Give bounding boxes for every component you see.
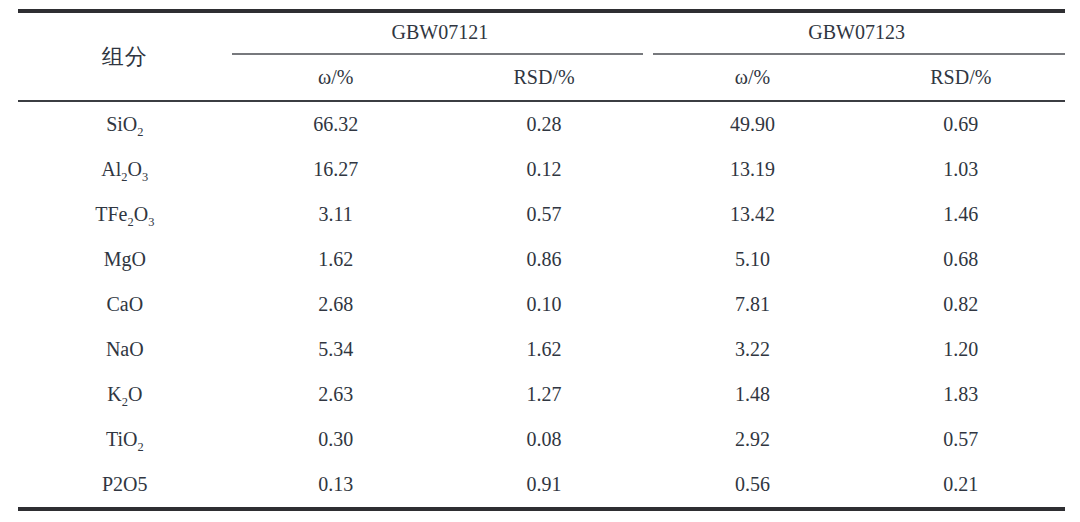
- value-cell: 1.46: [857, 192, 1065, 237]
- value-cell: 5.10: [648, 237, 856, 282]
- header-row-groups: 组分 GBW07121 GBW07123: [18, 11, 1065, 55]
- subheader-omega-1: ω/%: [232, 55, 440, 101]
- group-header-gbw07121: GBW07121: [232, 11, 649, 55]
- value-cell: 3.11: [232, 192, 440, 237]
- value-cell: 0.57: [440, 192, 648, 237]
- value-cell: 2.92: [648, 417, 856, 462]
- component-cell: MgO: [18, 237, 232, 282]
- value-cell: 0.68: [857, 237, 1065, 282]
- value-cell: 16.27: [232, 147, 440, 192]
- value-cell: 13.42: [648, 192, 856, 237]
- value-cell: 3.22: [648, 327, 856, 372]
- group-header-gbw07123-label: GBW07123: [648, 21, 1065, 48]
- component-cell: TFe2O3: [18, 192, 232, 237]
- subheader-omega-2: ω/%: [648, 55, 856, 101]
- value-cell: 0.86: [440, 237, 648, 282]
- table-row: P2O50.130.910.560.21: [18, 462, 1065, 509]
- value-cell: 0.10: [440, 282, 648, 327]
- value-cell: 0.56: [648, 462, 856, 509]
- component-analysis-table-wrap: 组分 GBW07121 GBW07123 ω/% RSD/% ω/% RSD/%…: [18, 9, 1065, 511]
- component-column-header: 组分: [18, 11, 232, 101]
- value-cell: 0.08: [440, 417, 648, 462]
- value-cell: 1.03: [857, 147, 1065, 192]
- table-row: TFe2O33.110.5713.421.46: [18, 192, 1065, 237]
- value-cell: 5.34: [232, 327, 440, 372]
- page: 组分 GBW07121 GBW07123 ω/% RSD/% ω/% RSD/%…: [0, 0, 1080, 522]
- value-cell: 49.90: [648, 101, 856, 147]
- group-header-gbw07123: GBW07123: [648, 11, 1065, 55]
- value-cell: 0.91: [440, 462, 648, 509]
- group-header-gbw07121-label: GBW07121: [232, 21, 649, 48]
- table-row: CaO2.680.107.810.82: [18, 282, 1065, 327]
- value-cell: 13.19: [648, 147, 856, 192]
- value-cell: 0.28: [440, 101, 648, 147]
- table-row: TiO20.300.082.920.57: [18, 417, 1065, 462]
- table-body: SiO266.320.2849.900.69Al2O316.270.1213.1…: [18, 101, 1065, 509]
- component-cell: SiO2: [18, 101, 232, 147]
- value-cell: 7.81: [648, 282, 856, 327]
- value-cell: 1.62: [232, 237, 440, 282]
- table-row: NaO5.341.623.221.20: [18, 327, 1065, 372]
- component-cell: NaO: [18, 327, 232, 372]
- value-cell: 66.32: [232, 101, 440, 147]
- value-cell: 0.57: [857, 417, 1065, 462]
- table-row: K2O2.631.271.481.83: [18, 372, 1065, 417]
- table-header: 组分 GBW07121 GBW07123 ω/% RSD/% ω/% RSD/%: [18, 11, 1065, 101]
- value-cell: 0.69: [857, 101, 1065, 147]
- component-cell: P2O5: [18, 462, 232, 509]
- table-row: Al2O316.270.1213.191.03: [18, 147, 1065, 192]
- value-cell: 1.83: [857, 372, 1065, 417]
- table-row: MgO1.620.865.100.68: [18, 237, 1065, 282]
- value-cell: 1.27: [440, 372, 648, 417]
- value-cell: 2.63: [232, 372, 440, 417]
- subheader-rsd-1: RSD/%: [440, 55, 648, 101]
- value-cell: 0.21: [857, 462, 1065, 509]
- component-cell: TiO2: [18, 417, 232, 462]
- value-cell: 0.12: [440, 147, 648, 192]
- value-cell: 0.13: [232, 462, 440, 509]
- value-cell: 0.30: [232, 417, 440, 462]
- value-cell: 2.68: [232, 282, 440, 327]
- value-cell: 1.62: [440, 327, 648, 372]
- component-cell: Al2O3: [18, 147, 232, 192]
- value-cell: 0.82: [857, 282, 1065, 327]
- value-cell: 1.48: [648, 372, 856, 417]
- component-analysis-table: 组分 GBW07121 GBW07123 ω/% RSD/% ω/% RSD/%…: [18, 9, 1065, 511]
- component-cell: K2O: [18, 372, 232, 417]
- subheader-rsd-2: RSD/%: [857, 55, 1065, 101]
- table-row: SiO266.320.2849.900.69: [18, 101, 1065, 147]
- value-cell: 1.20: [857, 327, 1065, 372]
- component-cell: CaO: [18, 282, 232, 327]
